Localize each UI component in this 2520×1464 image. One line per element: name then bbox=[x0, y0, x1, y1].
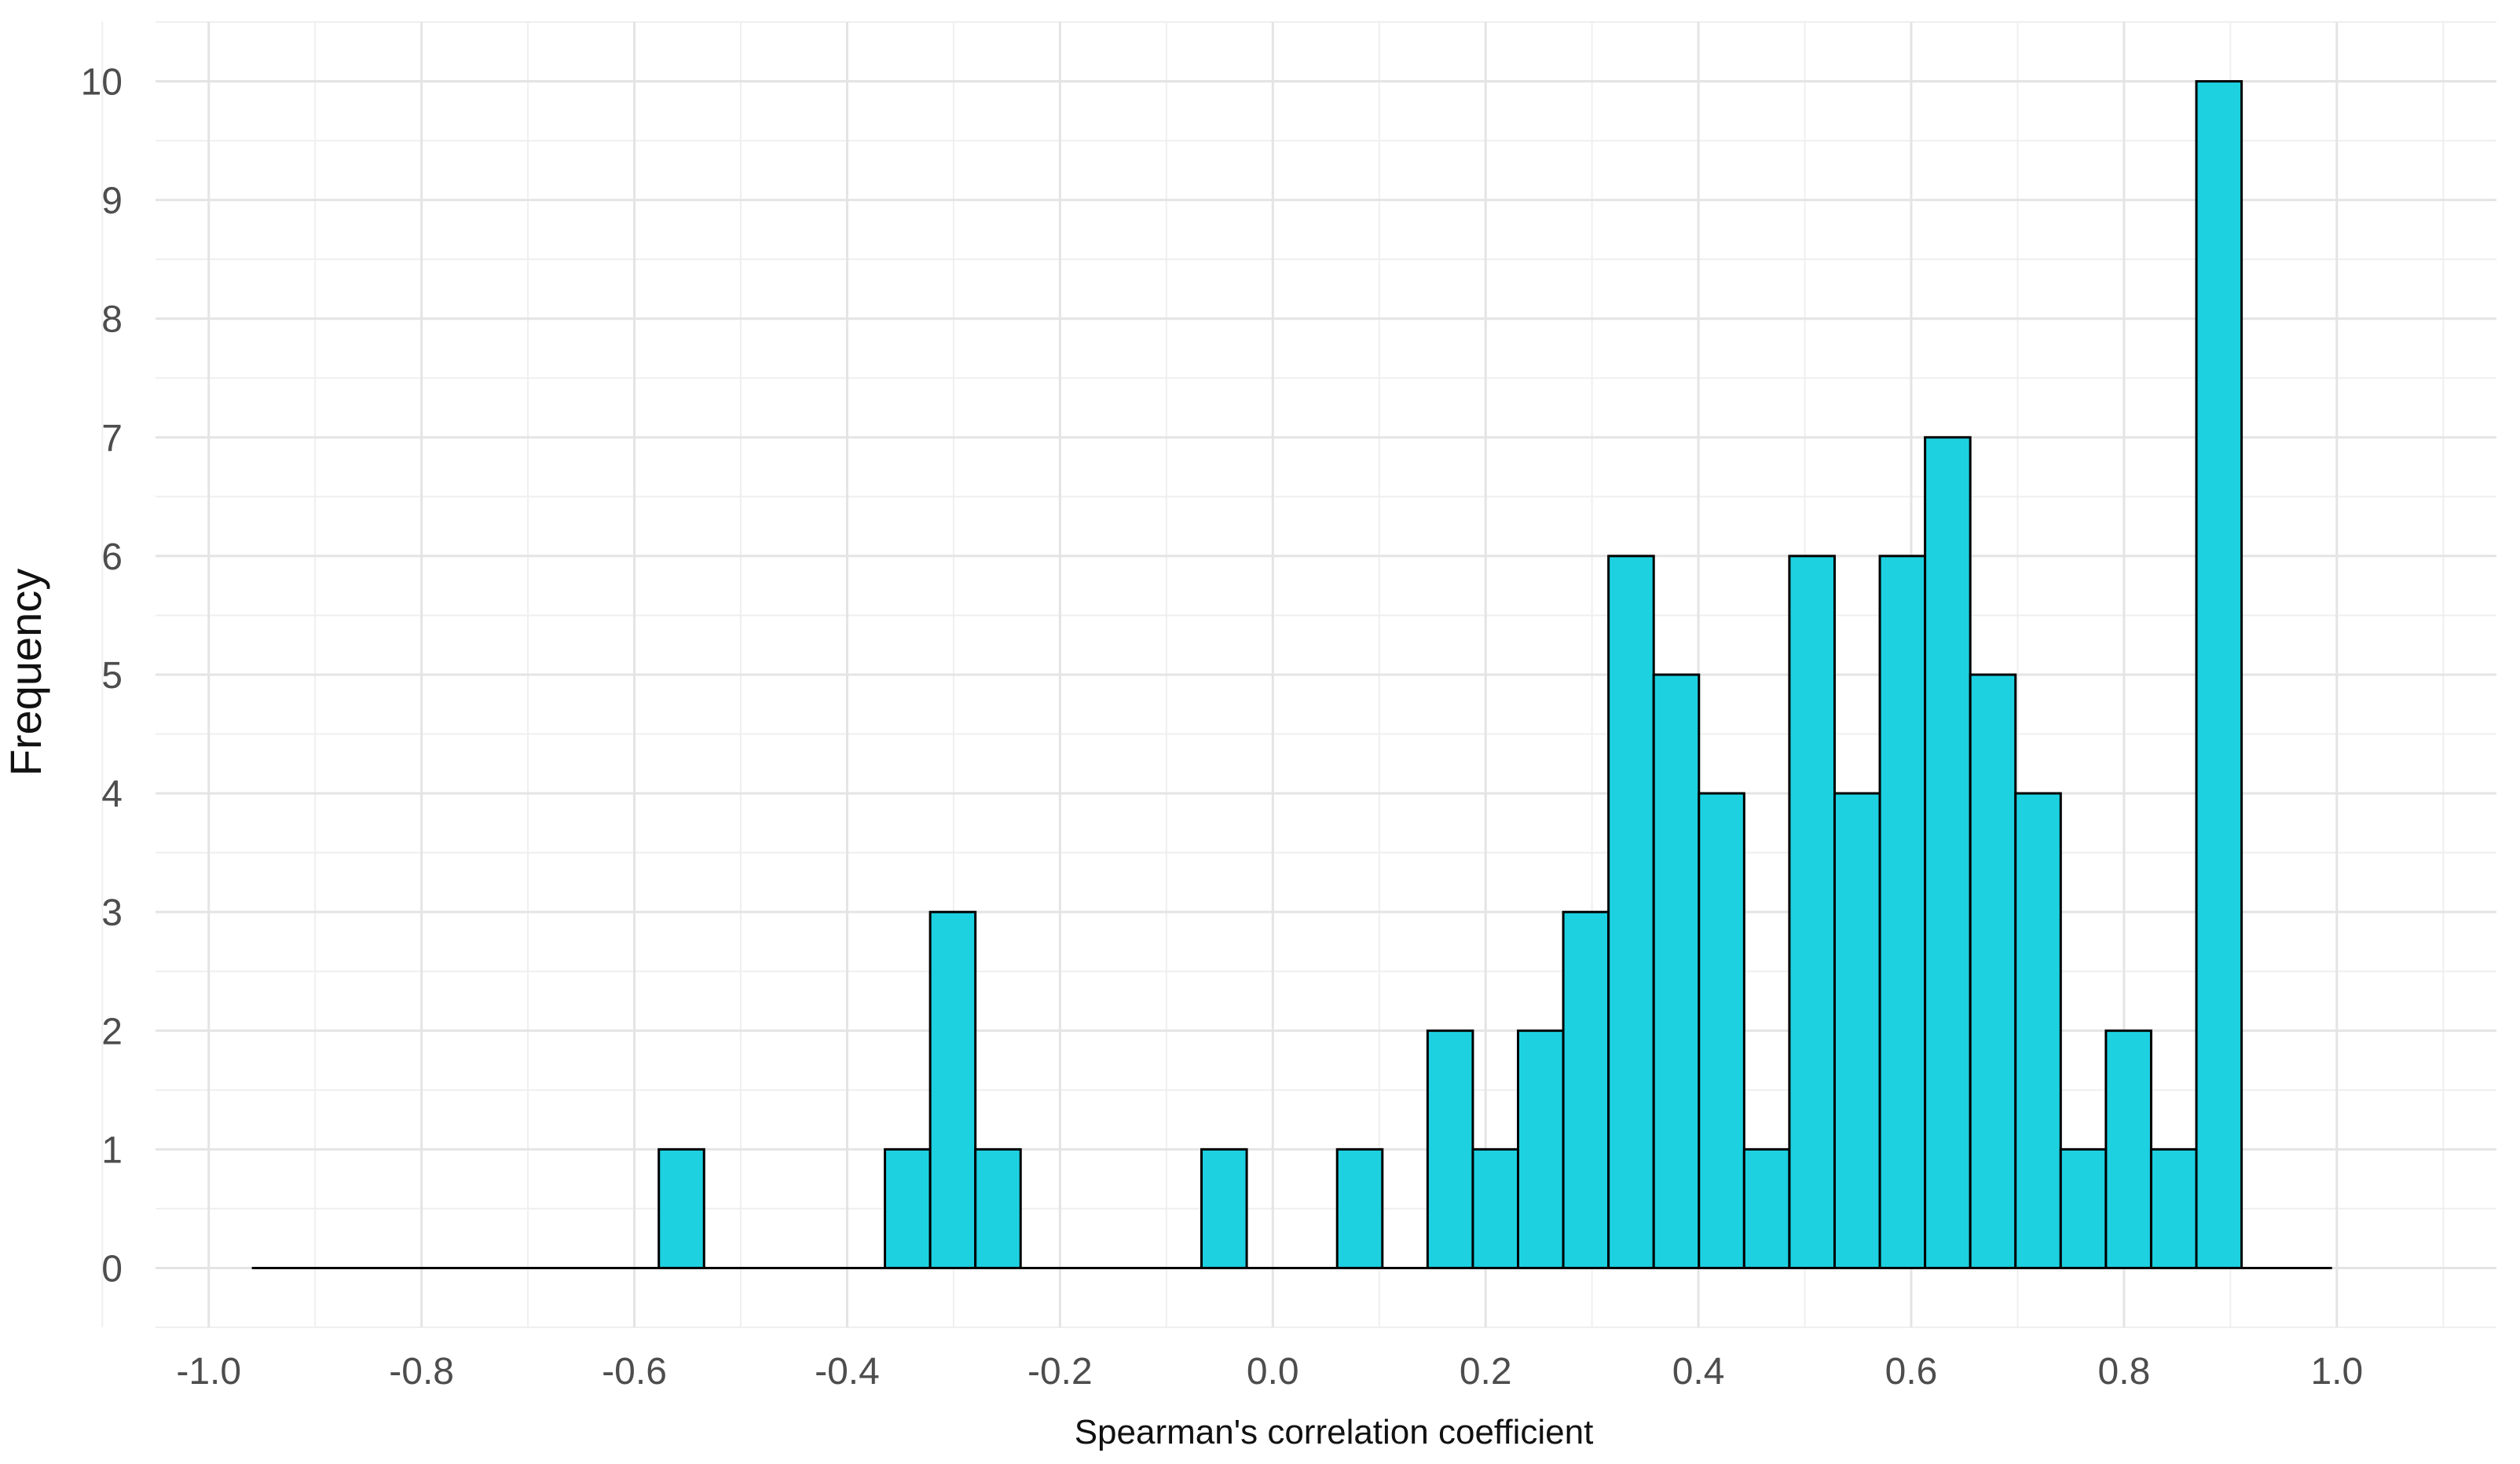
x-tick-label: 0.0 bbox=[1247, 1351, 1299, 1393]
y-tick-label: 0 bbox=[101, 1248, 123, 1290]
histogram-bar bbox=[1562, 910, 1610, 1269]
histogram-bar bbox=[929, 910, 977, 1269]
histogram-bar bbox=[1742, 1147, 1791, 1269]
x-tick-label: 1.0 bbox=[2310, 1351, 2363, 1393]
y-tick-label: 3 bbox=[101, 892, 123, 934]
y-tick-label: 6 bbox=[101, 536, 123, 578]
histogram-bar bbox=[2149, 1147, 2198, 1269]
histogram-bar bbox=[1878, 554, 1927, 1269]
histogram-bar bbox=[2059, 1147, 2108, 1269]
y-axis-tick-labels: 0 1 2 3 4 5 6 7 8 9 10 bbox=[81, 62, 123, 1290]
y-tick-label: 1 bbox=[101, 1129, 123, 1171]
histogram-bar bbox=[974, 1147, 1022, 1269]
x-tick-label: 0.8 bbox=[2098, 1351, 2151, 1393]
y-tick-label: 8 bbox=[101, 299, 123, 341]
histogram-bar bbox=[2104, 1029, 2152, 1269]
x-tick-label: -1.0 bbox=[176, 1351, 241, 1393]
histogram-bar bbox=[884, 1147, 932, 1269]
histogram-bar bbox=[657, 1147, 705, 1269]
y-tick-label: 10 bbox=[81, 62, 123, 104]
y-tick-label: 4 bbox=[101, 774, 123, 815]
y-tick-label: 2 bbox=[101, 1011, 123, 1052]
histogram-bar bbox=[1335, 1147, 1384, 1269]
y-tick-label: 5 bbox=[101, 655, 123, 697]
histogram-bar bbox=[1516, 1029, 1565, 1269]
histogram-bar bbox=[1607, 554, 1655, 1269]
x-tick-label: 0.2 bbox=[1460, 1351, 1512, 1393]
histogram-bar bbox=[1652, 673, 1701, 1269]
x-tick-label: -0.2 bbox=[1027, 1351, 1093, 1393]
x-tick-label: -0.8 bbox=[389, 1351, 454, 1393]
histogram-bar bbox=[1471, 1147, 1519, 1269]
histogram-bar bbox=[2014, 792, 2062, 1269]
histogram-bar bbox=[2195, 80, 2243, 1269]
x-tick-label: -0.4 bbox=[815, 1351, 880, 1393]
histogram-bar bbox=[1698, 792, 1745, 1269]
x-tick-label: 0.4 bbox=[1672, 1351, 1725, 1393]
histogram-bar bbox=[1426, 1029, 1474, 1269]
histogram-bar bbox=[1200, 1147, 1248, 1269]
x-axis-tick-labels: -1.0 -0.8 -0.6 -0.4 -0.2 0.0 0.2 0.4 0.6 0.8 1.0 bbox=[176, 1351, 2363, 1393]
x-tick-label: -0.6 bbox=[602, 1351, 667, 1393]
histogram-bar bbox=[1788, 554, 1836, 1269]
y-tick-label: 7 bbox=[101, 418, 123, 459]
x-tick-label: 0.6 bbox=[1885, 1351, 1938, 1393]
histogram-bars bbox=[657, 80, 2243, 1269]
histogram-bar bbox=[1833, 792, 1881, 1269]
y-axis-label: Frequency bbox=[1, 569, 50, 777]
histogram-bar bbox=[1969, 673, 2017, 1269]
y-tick-label: 9 bbox=[101, 181, 123, 222]
histogram-bar bbox=[1924, 436, 1972, 1269]
x-axis-label: Spearman's correlation coefficient bbox=[1075, 1413, 1594, 1451]
